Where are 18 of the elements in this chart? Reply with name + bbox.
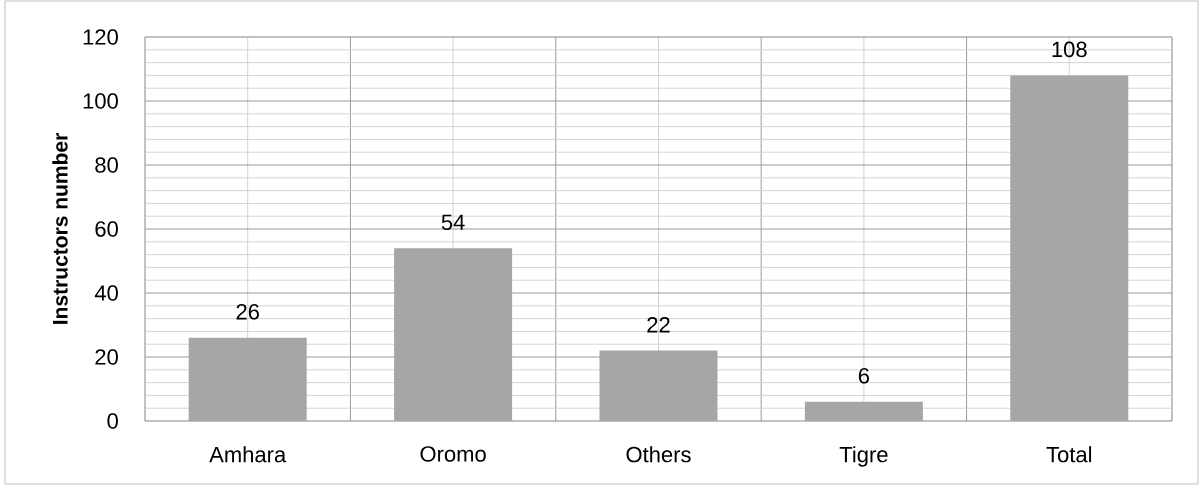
y-tick-label: 120 xyxy=(83,29,118,45)
data-label: 22 xyxy=(647,317,670,333)
y-tick-label: 0 xyxy=(107,413,118,429)
x-tick-label: Others xyxy=(626,446,691,463)
x-tick-label: Tigre xyxy=(839,446,888,467)
y-tick-label: 100 xyxy=(83,93,118,109)
x-tick-label: Total xyxy=(1046,446,1092,463)
data-label: 26 xyxy=(236,304,259,320)
y-tick-label: 40 xyxy=(94,285,118,301)
x-tick-label: Oromo xyxy=(420,446,486,462)
y-tick-label: 20 xyxy=(95,349,118,365)
y-tick-label: 60 xyxy=(95,221,118,237)
y-axis-title: Instructors number xyxy=(52,133,68,324)
data-label: 108 xyxy=(1052,41,1087,58)
x-tick-label: Amhara xyxy=(209,446,287,463)
data-label: 6 xyxy=(858,368,870,384)
y-tick-label: 80 xyxy=(95,157,118,173)
data-label: 54 xyxy=(441,214,465,230)
